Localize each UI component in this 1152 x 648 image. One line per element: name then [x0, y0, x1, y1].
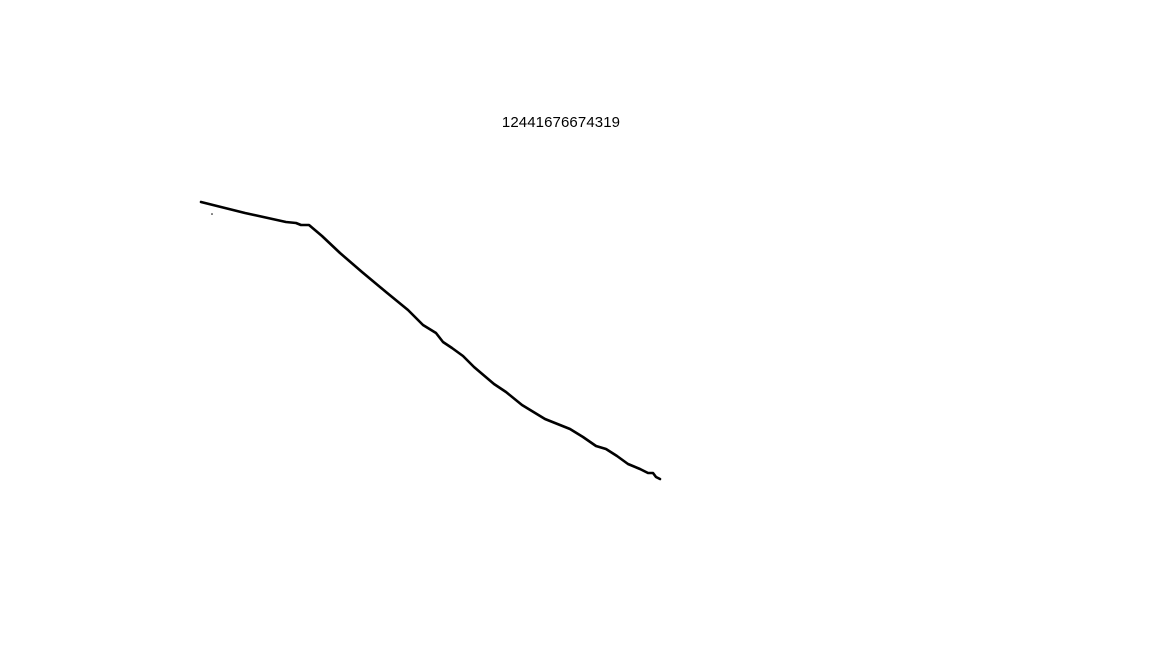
caption-number: 12441676674319 — [501, 114, 621, 131]
stray-dot — [211, 213, 213, 215]
freehand-stroke — [199, 200, 662, 481]
